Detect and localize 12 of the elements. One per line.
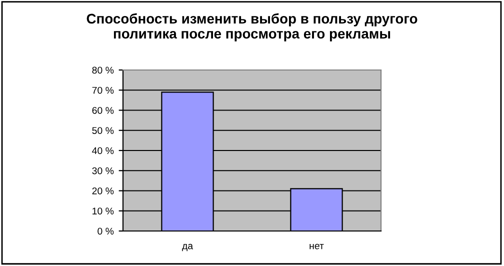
y-tick-label: 20 %: [92, 187, 114, 194]
x-tick-label: нет: [310, 244, 324, 250]
y-tick-label: 80 %: [92, 66, 114, 74]
y-tick-label: 70 %: [92, 86, 114, 94]
y-tick-label: 30 %: [92, 167, 114, 174]
y-tick-label: 10 %: [92, 208, 114, 214]
chart-title: Способность изменить выбор в пользу другого политика после просмотра его рекламы: [86, 13, 418, 42]
y-tick-label: 0 %: [98, 228, 114, 235]
x-tick-label: да: [182, 244, 194, 252]
y-tick-label: 60 %: [92, 106, 114, 114]
y-tick-label: 40 %: [92, 147, 114, 154]
y-tick-label: 50 %: [92, 127, 114, 134]
